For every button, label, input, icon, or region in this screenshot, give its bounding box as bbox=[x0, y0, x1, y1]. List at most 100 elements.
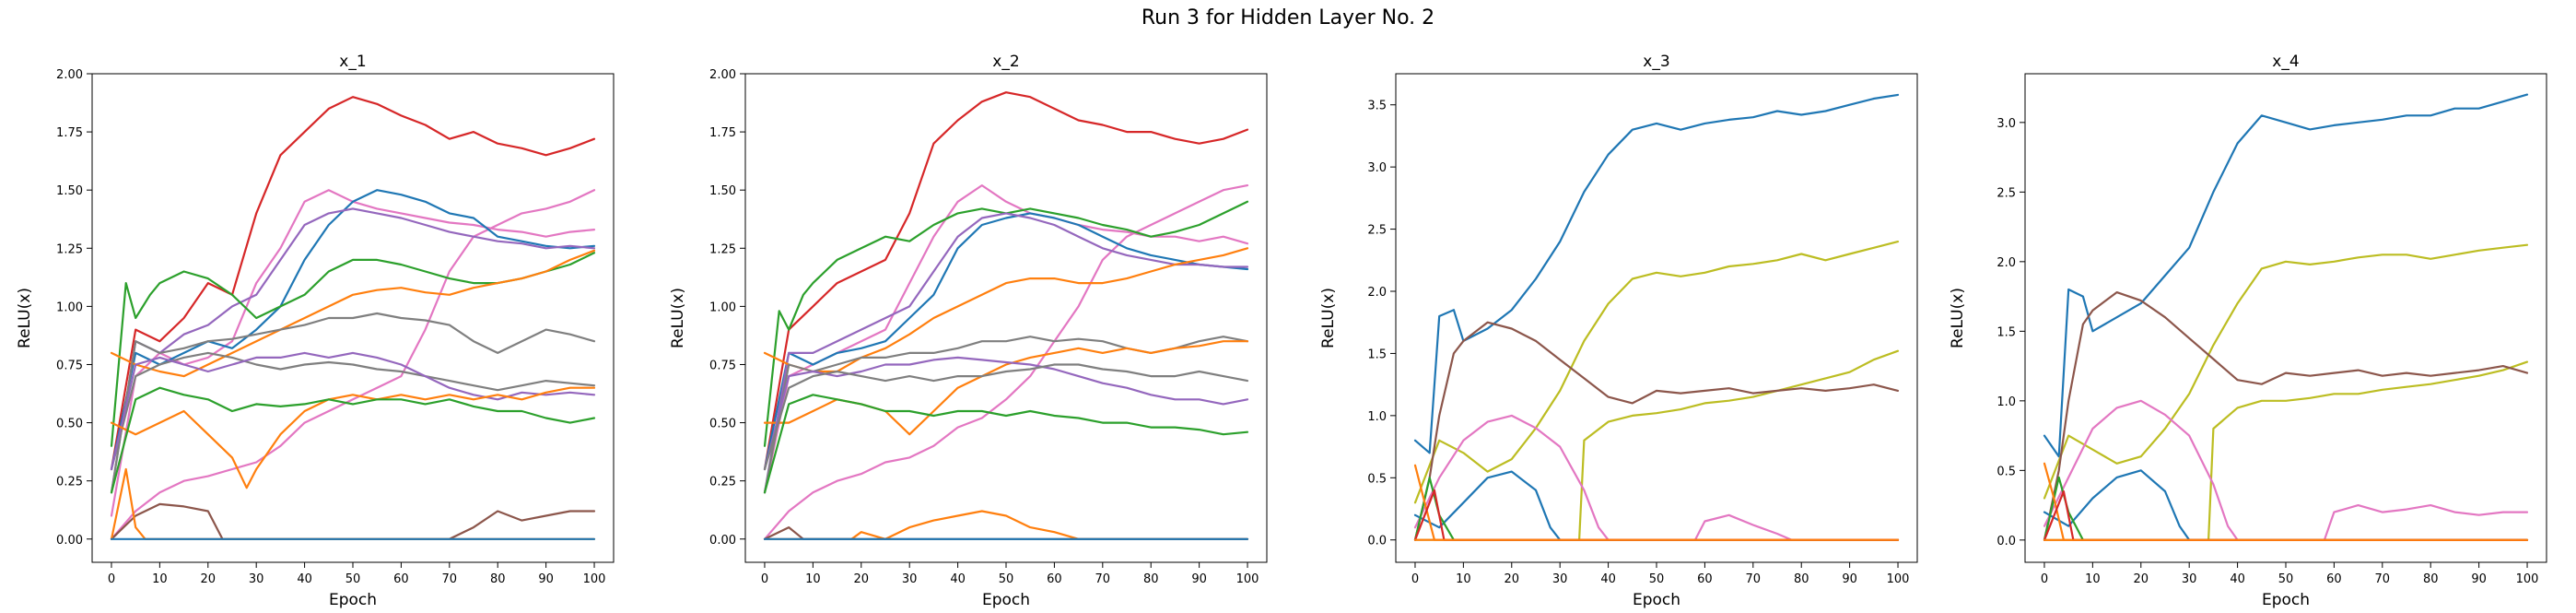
subplot-1: 0 10 20 30 40 50 60 70 80 90 100 0.00 0.25 0.50 0.75 1.… bbox=[16, 53, 615, 609]
y-tick-label: 1.0 bbox=[1996, 395, 2016, 409]
y-axis-label: ReLU(x) bbox=[669, 288, 687, 348]
x-tick-label: 10 bbox=[1456, 572, 1471, 586]
subplot-title: x_4 bbox=[2272, 53, 2299, 71]
y-tick-label: 3.0 bbox=[1996, 117, 2016, 131]
x-tick-label: 100 bbox=[583, 572, 606, 586]
y-tick-label: 0.25 bbox=[56, 476, 83, 489]
x-tick-label: 90 bbox=[538, 572, 554, 586]
subplot-2: 0 10 20 30 40 50 60 70 80 90 100 0.00 0.25 0.50 0.75 1.… bbox=[669, 53, 1268, 609]
x-axis-label: Epoch bbox=[2262, 591, 2310, 609]
x-tick-label: 50 bbox=[1649, 572, 1665, 586]
series-group bbox=[1413, 93, 1900, 541]
y-tick-label: 3.5 bbox=[1367, 100, 1387, 113]
series-line-5 bbox=[763, 212, 1249, 471]
x-tick-label: 0 bbox=[1411, 572, 1419, 586]
y-tick-label: 2.00 bbox=[709, 68, 736, 82]
y-tick-label: 0.00 bbox=[56, 534, 83, 548]
y-tick-label: 2.5 bbox=[1996, 186, 2016, 200]
x-tick-label: 30 bbox=[1552, 572, 1568, 586]
x-axis-label: Epoch bbox=[329, 591, 377, 609]
x-tick-label: 100 bbox=[1887, 572, 1910, 586]
series-line-7 bbox=[763, 247, 1249, 373]
y-tick-label: 1.75 bbox=[56, 126, 83, 140]
series-line-10 bbox=[763, 356, 1249, 471]
y-tick-label: 0.0 bbox=[1367, 535, 1387, 548]
series-line-2 bbox=[1413, 241, 1900, 504]
x-tick-label: 90 bbox=[2471, 572, 2487, 586]
subplot-title: x_3 bbox=[1643, 53, 1669, 71]
series-group bbox=[2043, 93, 2529, 541]
x-tick-label: 70 bbox=[1095, 572, 1111, 586]
series-line-1 bbox=[1413, 93, 1900, 454]
x-tick-label: 20 bbox=[854, 572, 870, 586]
x-tick-label: 30 bbox=[902, 572, 918, 586]
series-line-12 bbox=[763, 394, 1249, 494]
series-line-4 bbox=[763, 200, 1249, 447]
y-tick-label: 0.50 bbox=[56, 418, 83, 431]
x-tick-label: 90 bbox=[1842, 572, 1857, 586]
x-tick-label: 0 bbox=[761, 572, 768, 586]
y-tick-label: 1.50 bbox=[709, 184, 736, 198]
subplot-title: x_2 bbox=[992, 53, 1019, 71]
x-axis-label: Epoch bbox=[1633, 591, 1680, 609]
subplot-4: 0 10 20 30 40 50 60 70 80 90 100 0.0 0.5 1.0 1.5 2.0 2.5… bbox=[1949, 53, 2547, 609]
series-line-9 bbox=[110, 351, 596, 471]
series-group bbox=[110, 96, 596, 540]
series-line-2 bbox=[763, 184, 1249, 494]
series-line-4 bbox=[2043, 291, 2529, 541]
x-tick-label: 40 bbox=[1600, 572, 1616, 586]
series-line-4 bbox=[110, 189, 596, 471]
y-tick-label: 0.00 bbox=[709, 534, 736, 548]
series-line-7 bbox=[110, 249, 596, 378]
subplot-3: 0 10 20 30 40 50 60 70 80 90 100 0.0 0.5 1.0 1.5 2.0 2.5… bbox=[1319, 53, 1918, 609]
y-tick-label: 1.00 bbox=[709, 301, 736, 314]
y-tick-label: 1.0 bbox=[1367, 410, 1387, 424]
y-tick-label: 1.50 bbox=[56, 184, 83, 198]
x-tick-label: 20 bbox=[201, 572, 217, 586]
y-tick-label: 1.00 bbox=[56, 301, 83, 314]
y-tick-label: 0.5 bbox=[1367, 472, 1387, 486]
x-tick-label: 50 bbox=[2278, 572, 2294, 586]
y-tick-label: 1.25 bbox=[56, 242, 83, 256]
x-tick-label: 20 bbox=[2134, 572, 2149, 586]
x-tick-label: 70 bbox=[1746, 572, 1762, 586]
x-tick-label: 50 bbox=[999, 572, 1014, 586]
series-line-2 bbox=[2043, 243, 2529, 500]
series-line-6 bbox=[763, 212, 1249, 494]
series-line-3 bbox=[2043, 360, 2529, 541]
x-tick-label: 30 bbox=[2182, 572, 2197, 586]
y-tick-label: 1.25 bbox=[709, 242, 736, 256]
x-tick-label: 70 bbox=[2375, 572, 2391, 586]
y-tick-label: 3.0 bbox=[1367, 161, 1387, 175]
x-tick-label: 40 bbox=[297, 572, 312, 586]
series-line-8 bbox=[110, 312, 596, 494]
series-line-3 bbox=[763, 184, 1249, 540]
y-tick-label: 0.5 bbox=[1996, 465, 2016, 478]
series-line-6 bbox=[2043, 469, 2529, 541]
y-tick-label: 2.0 bbox=[1367, 286, 1387, 300]
x-tick-label: 60 bbox=[1047, 572, 1062, 586]
series-line-5 bbox=[1413, 414, 1900, 541]
x-tick-label: 40 bbox=[2230, 572, 2245, 586]
y-tick-label: 1.5 bbox=[1367, 348, 1387, 361]
x-tick-label: 20 bbox=[1505, 572, 1520, 586]
axes-container: 0 10 20 30 40 50 60 70 80 90 1000.000.250.500.751.… bbox=[16, 53, 2547, 609]
y-tick-label: 2.0 bbox=[1996, 256, 2016, 270]
x-tick-label: 90 bbox=[1191, 572, 1207, 586]
y-tick-label: 1.5 bbox=[1996, 325, 2016, 339]
x-tick-label: 0 bbox=[2041, 572, 2048, 586]
series-line-6 bbox=[1413, 470, 1900, 541]
x-tick-label: 80 bbox=[2423, 572, 2439, 586]
y-tick-label: 0.75 bbox=[56, 359, 83, 372]
x-axis-label: Epoch bbox=[982, 591, 1030, 609]
series-line-12 bbox=[110, 386, 596, 494]
x-tick-label: 30 bbox=[249, 572, 264, 586]
x-tick-label: 100 bbox=[1236, 572, 1259, 586]
series-line-11 bbox=[763, 363, 1249, 471]
y-tick-label: 0.75 bbox=[709, 359, 736, 372]
x-tick-label: 40 bbox=[950, 572, 966, 586]
series-line-11 bbox=[110, 386, 596, 489]
series-line-3 bbox=[1413, 349, 1900, 541]
series-group bbox=[763, 91, 1249, 540]
